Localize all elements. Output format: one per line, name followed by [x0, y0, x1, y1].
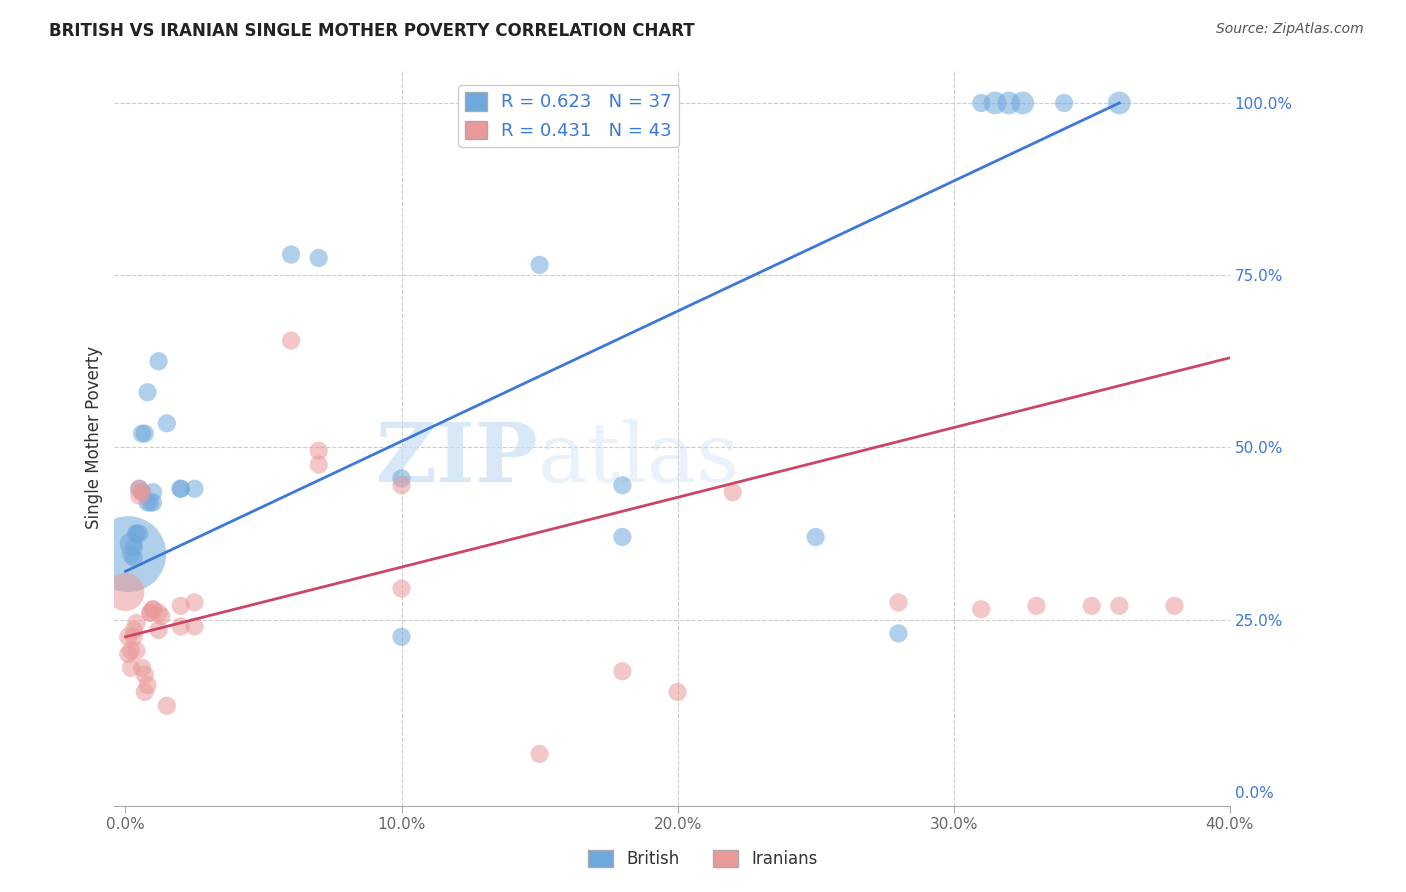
Point	[122, 630, 145, 644]
Point	[114, 585, 136, 599]
Point	[120, 547, 142, 561]
Point	[391, 630, 413, 644]
Point	[308, 443, 330, 458]
Point	[183, 482, 205, 496]
Point	[125, 615, 148, 630]
Point	[169, 619, 191, 633]
Point	[131, 485, 153, 500]
Point	[169, 482, 191, 496]
Point	[131, 485, 153, 500]
Point	[125, 526, 148, 541]
Point	[148, 354, 170, 368]
Point	[120, 643, 142, 657]
Point	[142, 495, 165, 509]
Point	[125, 643, 148, 657]
Point	[120, 661, 142, 675]
Point	[984, 95, 1007, 110]
Point	[308, 251, 330, 265]
Point	[131, 426, 153, 441]
Point	[134, 685, 156, 699]
Point	[280, 334, 302, 348]
Point	[998, 95, 1021, 110]
Point	[612, 478, 634, 492]
Point	[131, 661, 153, 675]
Point	[612, 665, 634, 679]
Point	[120, 537, 142, 551]
Point	[134, 426, 156, 441]
Point	[804, 530, 827, 544]
Point	[156, 698, 179, 713]
Point	[136, 678, 159, 692]
Point	[280, 247, 302, 261]
Point	[128, 526, 150, 541]
Point	[134, 667, 156, 681]
Point	[128, 489, 150, 503]
Point	[1108, 95, 1130, 110]
Point	[156, 417, 179, 431]
Point	[125, 526, 148, 541]
Point	[136, 385, 159, 400]
Point	[1053, 95, 1076, 110]
Point	[169, 599, 191, 613]
Point	[721, 485, 744, 500]
Point	[970, 95, 993, 110]
Point	[612, 530, 634, 544]
Point	[1025, 599, 1047, 613]
Point	[529, 747, 551, 761]
Point	[128, 482, 150, 496]
Point	[1011, 95, 1033, 110]
Point	[391, 471, 413, 485]
Point	[117, 647, 139, 661]
Point	[139, 495, 162, 509]
Point	[122, 623, 145, 637]
Text: ZIP: ZIP	[375, 419, 538, 500]
Point	[136, 495, 159, 509]
Point	[1080, 599, 1102, 613]
Point	[148, 606, 170, 620]
Point	[1108, 599, 1130, 613]
Point	[142, 485, 165, 500]
Point	[308, 458, 330, 472]
Point	[1163, 599, 1185, 613]
Point	[666, 685, 689, 699]
Point	[887, 626, 910, 640]
Point	[150, 609, 173, 624]
Legend: British, Iranians: British, Iranians	[582, 843, 824, 875]
Point	[887, 595, 910, 609]
Point	[122, 541, 145, 555]
Point	[117, 630, 139, 644]
Text: Source: ZipAtlas.com: Source: ZipAtlas.com	[1216, 22, 1364, 37]
Text: atlas: atlas	[538, 419, 741, 500]
Point	[117, 547, 139, 561]
Point	[391, 582, 413, 596]
Point	[970, 602, 993, 616]
Point	[142, 602, 165, 616]
Text: BRITISH VS IRANIAN SINGLE MOTHER POVERTY CORRELATION CHART: BRITISH VS IRANIAN SINGLE MOTHER POVERTY…	[49, 22, 695, 40]
Y-axis label: Single Mother Poverty: Single Mother Poverty	[86, 345, 103, 529]
Point	[529, 258, 551, 272]
Point	[142, 602, 165, 616]
Point	[169, 482, 191, 496]
Point	[139, 606, 162, 620]
Point	[122, 550, 145, 565]
Point	[128, 482, 150, 496]
Point	[139, 606, 162, 620]
Point	[183, 619, 205, 633]
Point	[183, 595, 205, 609]
Point	[391, 478, 413, 492]
Legend: R = 0.623   N = 37, R = 0.431   N = 43: R = 0.623 N = 37, R = 0.431 N = 43	[458, 85, 679, 147]
Point	[148, 623, 170, 637]
